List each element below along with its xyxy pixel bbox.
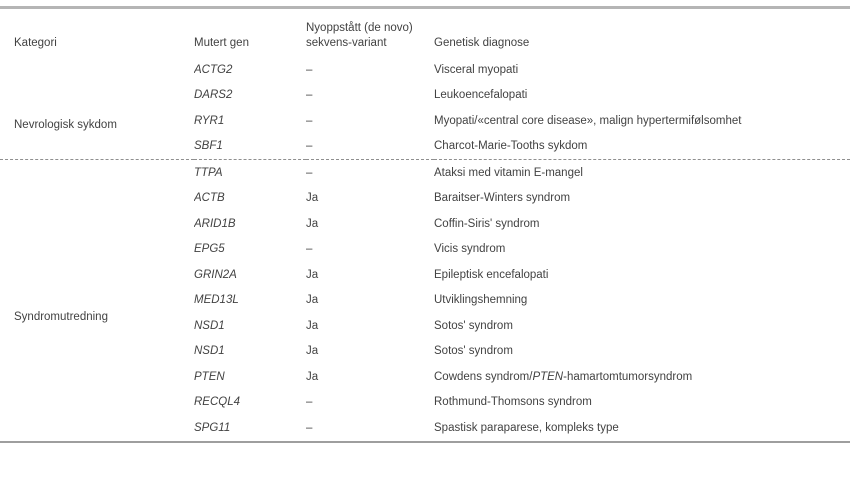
table-row: SPG11 – Spastisk paraparese, kompleks type [0,415,850,442]
table-row: MED13L Ja Utviklingshemning [0,288,850,314]
de-novo-cell: Ja [306,370,319,383]
table-row: Syndromutredning TTPA – Ataksi med vitamin … [0,160,850,324]
diagnosis-cell: Vicis syndrom [434,237,850,263]
diagnosis-text: Coffin-Siris' syndrom [434,217,540,230]
diagnosis-cell: Coffin-Siris' syndrom [434,211,850,237]
diagnosis-cell: Spastisk paraparese, kompleks type [434,415,850,442]
de-novo-cell: – [306,166,313,179]
diagnosis-text: Baraitser-Winters syndrom [434,192,571,205]
table-row: DARS2 – Leukoencefalopati [0,83,850,109]
diagnosis-text: Cowdens syndrom/ [434,370,533,383]
diagnosis-cell: Visceral myopati [434,57,850,83]
column-header-label: Mutert gen [194,36,249,49]
column-header-label-line2: sekvens-variant [306,36,387,49]
table-row: RYR1 – Myopati/«central core disease», mal… [0,108,850,134]
category-cell: Syndromutredning [14,311,108,324]
gene-cell: SPG11 [194,421,231,434]
de-novo-cell: – [306,133,434,160]
diagnosis-text: Visceral myopati [434,63,519,76]
gene-cell: ACTB [194,192,225,205]
diagnosis-text: Vicis syndrom [434,243,506,256]
de-novo-cell: – [306,421,313,434]
diagnosis-cell: Myopati/«central core disease», malign h… [434,108,850,134]
diagnosis-text: Myopati/«central core disease», malign h… [434,114,742,127]
diagnosis-gene-name: PTEN [532,370,564,383]
de-novo-cell: – [306,243,313,256]
table-row: PTEN Ja Cowdens syndrom/PTEN-hamartomtumor… [0,364,850,390]
diagnosis-text: -hamartomtumorsyndrom [563,370,693,383]
gene-cell: MED13L [194,294,239,307]
diagnosis-cell: Epileptisk encefalopati [434,262,850,288]
de-novo-cell: – [306,89,313,102]
column-header-genetisk-diagnose: Genetisk diagnose [434,8,850,58]
diagnosis-cell: Cowdens syndrom/PTEN-hamartomtumorsyndro… [434,364,850,390]
table-row: GRIN2A Ja Epileptisk encefalopati [0,262,850,288]
table-row: NSD1 Ja Sotos' syndrom [0,313,850,339]
diagnosis-cell: Sotos' syndrom [434,313,850,339]
gene-cell: RYR1 [194,114,225,127]
diagnosis-text: Sotos' syndrom [434,345,513,358]
gene-cell: RECQL4 [194,396,241,409]
gene-cell: PTEN [194,370,225,383]
table-row: RECQL4 – Rothmund-Thomsons syndrom [0,390,850,416]
gene-cell: NSD1 [194,319,225,332]
column-header-mutert-gen: Mutert gen [194,8,306,58]
gene-cell: ACTG2 [194,63,233,76]
diagnosis-text: Charcot-Marie-Tooths sykdom [434,140,588,153]
de-novo-cell: – [306,396,313,409]
diagnosis-cell: Baraitser-Winters syndrom [434,186,850,212]
table-row: SBF1– Charcot-Marie-Tooths sykdom [0,133,850,160]
de-novo-cell: Ja [306,319,319,332]
gene-cell: DARS2 [194,89,233,102]
column-header-label-line1: Nyoppstått (de novo) [306,22,413,34]
column-header-de-novo: Nyoppstått (de novo) sekvens-variant [306,8,434,58]
table-row: ARID1B Ja Coffin-Siris' syndrom [0,211,850,237]
diagnosis-text: Ataksi med vitamin E-mangel [434,166,583,179]
gene-cell: TTPA [194,166,223,179]
gene-cell: ARID1B [194,217,236,230]
de-novo-cell: – [306,63,313,76]
diagnosis-text: Leukoencefalopati [434,89,528,102]
diagnosis-cell: Rothmund-Thomsons syndrom [434,390,850,416]
gene-cell: EPG5 [194,243,225,256]
table-row: Nevrologisk sykdom ACTG2 – Visceral myopati [0,57,850,160]
category-cell: Nevrologisk sykdom [0,57,194,160]
gene-diagnosis-table: Kategori Mutert gen Nyoppstått (de novo)… [0,6,850,443]
diagnosis-text: Rothmund-Thomsons syndrom [434,396,592,409]
article-table-page: Kategori Mutert gen Nyoppstått (de novo)… [0,6,850,443]
column-header-kategori: Kategori [0,8,194,58]
diagnosis-cell: Leukoencefalopati [434,83,850,109]
table-row: EPG5 – Vicis syndrom [0,237,850,263]
table-row: ACTB Ja Baraitser-Winters syndrom [0,186,850,212]
table-body: Nevrologisk sykdom ACTG2 – Visceral myopati… [0,57,850,442]
de-novo-cell: Ja [306,345,319,358]
gene-cell: NSD1 [194,345,225,358]
column-header-label: Genetisk diagnose [434,36,530,49]
de-novo-cell: – [306,114,313,127]
de-novo-cell: Ja [306,294,319,307]
diagnosis-text: Epileptisk encefalopati [434,268,549,281]
table-row: NSD1 Ja Sotos' syndrom [0,339,850,365]
gene-cell: GRIN2A [194,268,237,281]
diagnosis-cell: Sotos' syndrom [434,339,850,365]
column-header-label: Kategori [14,36,57,49]
de-novo-cell: Ja [306,192,319,205]
de-novo-cell: Ja [306,217,319,230]
diagnosis-text: Spastisk paraparese, kompleks type [434,421,619,434]
diagnosis-cell: Ataksi med vitamin E-mangel [434,160,850,186]
gene-cell: SBF1 [194,133,306,160]
diagnosis-cell: Charcot-Marie-Tooths sykdom [434,133,850,160]
header-row: Kategori Mutert gen Nyoppstått (de novo)… [0,8,850,58]
de-novo-cell: Ja [306,268,319,281]
diagnosis-text: Utviklingshemning [434,294,528,307]
diagnosis-text: Sotos' syndrom [434,319,513,332]
diagnosis-cell: Utviklingshemning [434,288,850,314]
